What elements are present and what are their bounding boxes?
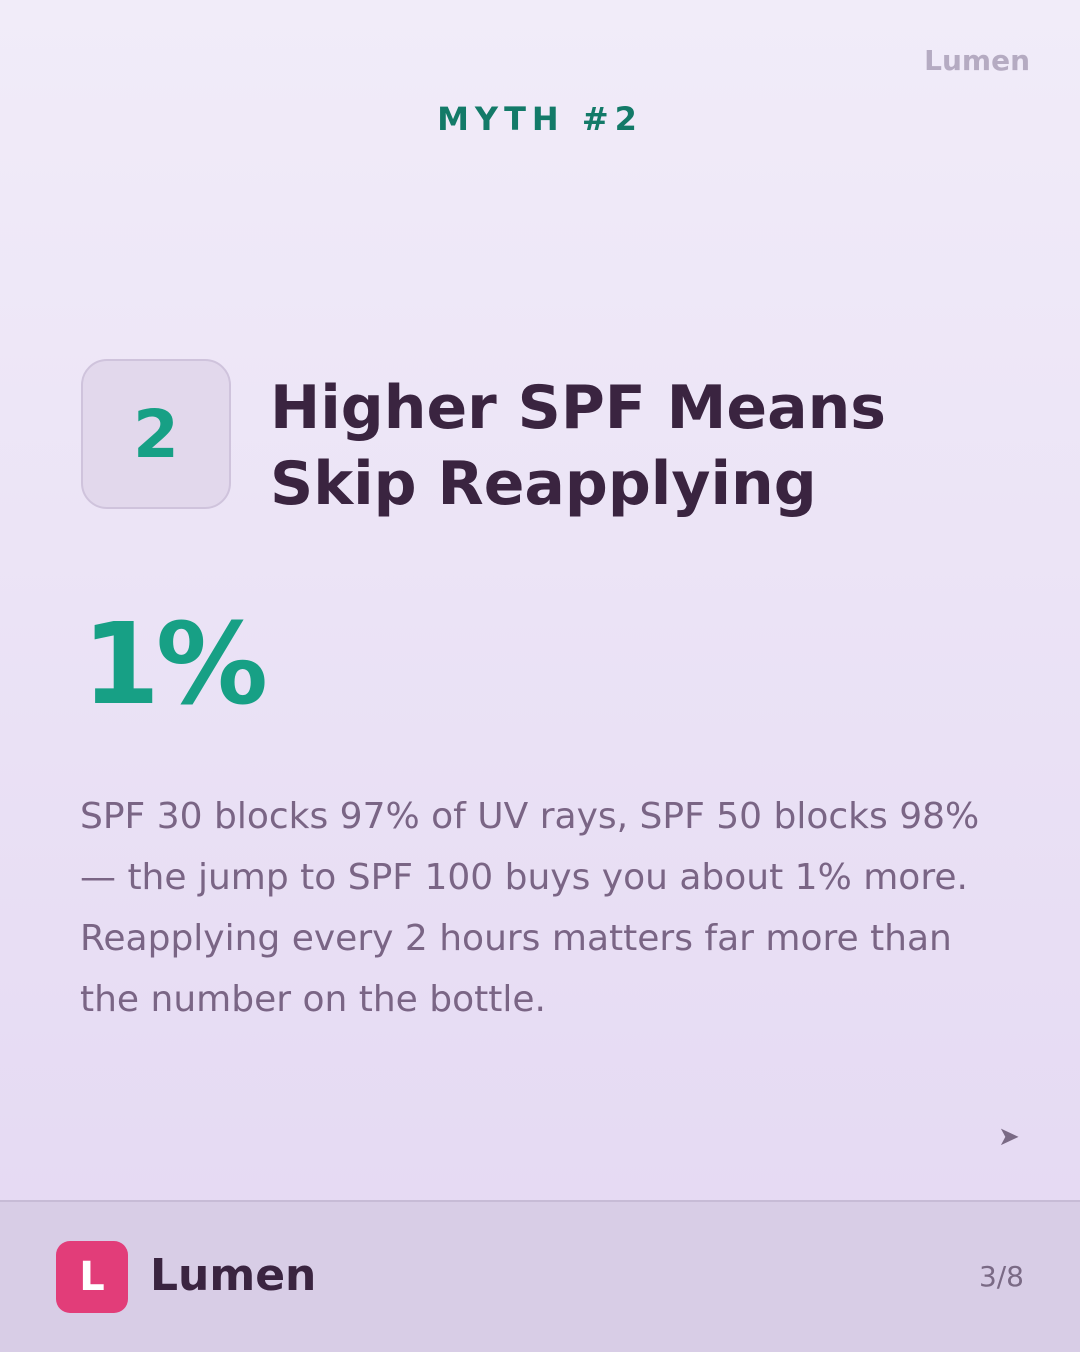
footer-brand: Lumen: [150, 1250, 317, 1301]
kicker: MYTH #2: [437, 100, 643, 138]
title-line: Skip Reapplying: [270, 449, 817, 519]
page-indicator: 3/8: [978, 1260, 1024, 1293]
footer: L Lumen 3/8: [0, 1200, 1080, 1352]
myth-number-badge: 2: [81, 359, 231, 509]
myth-title: Higher SPF Means Skip Reapplying: [270, 370, 886, 522]
stat: 1%: [82, 600, 268, 730]
body-text: SPF 30 blocks 97% of UV rays, SPF 50 blo…: [80, 796, 980, 1020]
title-line: Higher SPF Means: [270, 373, 886, 443]
logo: L: [56, 1241, 128, 1313]
brand-top: Lumen: [924, 44, 1030, 77]
next-arrow[interactable]: ➤: [998, 1122, 1020, 1152]
